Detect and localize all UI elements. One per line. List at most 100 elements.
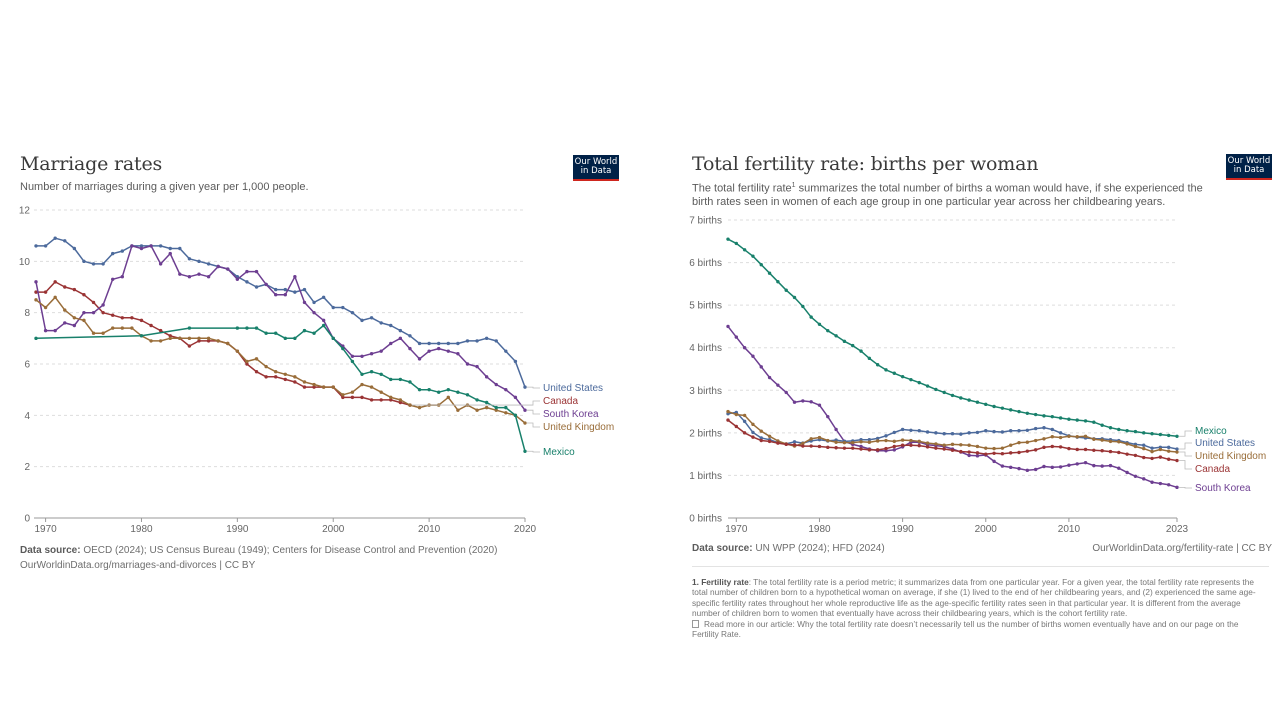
- data-point[interactable]: [734, 424, 739, 429]
- data-point[interactable]: [379, 398, 383, 402]
- data-point[interactable]: [726, 418, 730, 422]
- data-point[interactable]: [369, 385, 374, 389]
- data-point[interactable]: [254, 269, 259, 274]
- data-point[interactable]: [1142, 431, 1146, 435]
- data-point[interactable]: [1009, 429, 1013, 433]
- series-label-canada[interactable]: Canada: [1195, 464, 1230, 475]
- data-point[interactable]: [446, 341, 450, 346]
- data-point[interactable]: [1158, 455, 1163, 459]
- data-point[interactable]: [1133, 429, 1138, 434]
- data-point[interactable]: [139, 318, 144, 323]
- data-point[interactable]: [91, 300, 96, 305]
- data-point[interactable]: [1100, 423, 1104, 427]
- data-point[interactable]: [884, 438, 888, 443]
- data-point[interactable]: [1150, 449, 1154, 454]
- data-point[interactable]: [63, 239, 67, 243]
- data-point[interactable]: [1175, 447, 1179, 451]
- data-point[interactable]: [1009, 443, 1013, 447]
- series-line-south-korea[interactable]: [35, 245, 526, 411]
- data-point[interactable]: [513, 359, 518, 364]
- data-point[interactable]: [1058, 465, 1063, 469]
- data-point[interactable]: [1166, 449, 1171, 453]
- series-united-kingdom[interactable]: [726, 409, 1179, 454]
- data-point[interactable]: [274, 370, 278, 374]
- data-point[interactable]: [875, 439, 880, 443]
- data-point[interactable]: [859, 447, 863, 451]
- data-point[interactable]: [168, 334, 172, 338]
- data-point[interactable]: [734, 335, 739, 339]
- data-point[interactable]: [892, 371, 896, 375]
- data-point[interactable]: [759, 429, 763, 433]
- data-point[interactable]: [875, 363, 880, 367]
- data-point[interactable]: [398, 398, 403, 402]
- data-point[interactable]: [197, 272, 201, 276]
- data-point[interactable]: [197, 336, 201, 341]
- data-point[interactable]: [975, 444, 980, 449]
- data-point[interactable]: [312, 300, 316, 305]
- data-point[interactable]: [321, 318, 326, 323]
- data-point[interactable]: [1150, 432, 1154, 436]
- data-point[interactable]: [187, 275, 192, 279]
- data-point[interactable]: [1150, 446, 1154, 450]
- data-point[interactable]: [1142, 477, 1146, 481]
- data-point[interactable]: [1050, 434, 1054, 439]
- data-point[interactable]: [817, 403, 822, 407]
- series-line-united-states[interactable]: [36, 237, 526, 388]
- data-point[interactable]: [842, 339, 847, 344]
- data-point[interactable]: [350, 354, 355, 358]
- data-point[interactable]: [842, 446, 847, 450]
- data-point[interactable]: [465, 362, 470, 366]
- data-point[interactable]: [523, 449, 527, 453]
- data-point[interactable]: [842, 440, 847, 445]
- data-point[interactable]: [809, 437, 813, 441]
- data-point[interactable]: [456, 341, 460, 346]
- data-point[interactable]: [934, 431, 938, 435]
- data-point[interactable]: [1125, 429, 1129, 433]
- data-point[interactable]: [917, 443, 921, 448]
- data-point[interactable]: [1025, 449, 1030, 453]
- data-point[interactable]: [91, 331, 96, 335]
- data-point[interactable]: [369, 352, 374, 356]
- data-point[interactable]: [909, 377, 913, 382]
- series-line-mexico[interactable]: [35, 324, 526, 452]
- data-point[interactable]: [408, 403, 412, 407]
- data-point[interactable]: [909, 428, 913, 433]
- data-point[interactable]: [456, 390, 460, 394]
- data-point[interactable]: [1017, 429, 1021, 433]
- data-point[interactable]: [111, 251, 115, 256]
- data-point[interactable]: [859, 440, 863, 444]
- data-point[interactable]: [942, 447, 946, 451]
- data-point[interactable]: [331, 385, 335, 389]
- data-point[interactable]: [1058, 435, 1063, 440]
- data-point[interactable]: [959, 432, 963, 436]
- data-point[interactable]: [792, 443, 797, 447]
- data-point[interactable]: [826, 414, 830, 419]
- data-point[interactable]: [859, 349, 863, 353]
- data-point[interactable]: [834, 334, 838, 338]
- data-point[interactable]: [1000, 452, 1005, 456]
- data-point[interactable]: [43, 305, 48, 310]
- data-point[interactable]: [1108, 426, 1113, 430]
- data-point[interactable]: [942, 432, 946, 436]
- data-point[interactable]: [245, 359, 249, 364]
- data-point[interactable]: [360, 395, 364, 400]
- data-point[interactable]: [867, 448, 872, 452]
- data-point[interactable]: [302, 328, 307, 333]
- data-point[interactable]: [312, 385, 316, 389]
- data-point[interactable]: [1058, 416, 1063, 420]
- data-point[interactable]: [784, 442, 788, 447]
- data-point[interactable]: [726, 409, 730, 414]
- data-point[interactable]: [274, 287, 278, 292]
- data-point[interactable]: [959, 443, 963, 447]
- data-point[interactable]: [341, 305, 345, 310]
- data-point[interactable]: [1175, 485, 1179, 490]
- data-point[interactable]: [302, 380, 307, 384]
- data-point[interactable]: [975, 454, 980, 458]
- data-point[interactable]: [992, 429, 996, 434]
- data-point[interactable]: [1042, 464, 1046, 469]
- data-point[interactable]: [427, 349, 431, 353]
- data-point[interactable]: [101, 331, 105, 335]
- data-point[interactable]: [120, 249, 124, 253]
- data-point[interactable]: [751, 430, 755, 435]
- data-point[interactable]: [350, 310, 355, 315]
